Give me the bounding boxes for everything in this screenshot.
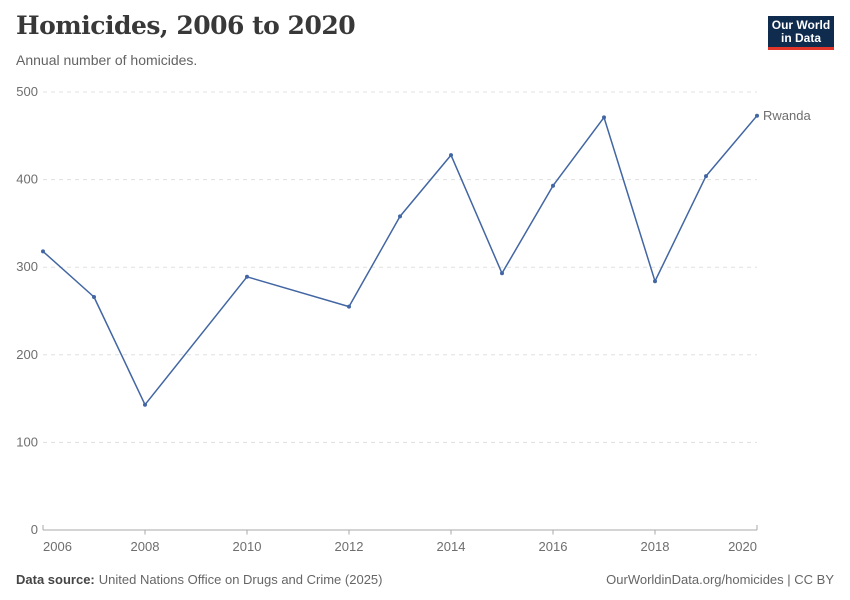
series-label-rwanda[interactable]: Rwanda [763,108,811,123]
logo-line-1: Our World [771,17,831,32]
y-tick-label-200: 200 [16,347,38,362]
data-point-2008[interactable] [143,402,147,407]
data-point-2010[interactable] [245,274,249,279]
x-axis-endcaps [42,525,758,530]
data-source-text: United Nations Office on Drugs and Crime… [98,572,383,587]
data-source: Data source: United Nations Office on Dru… [16,572,382,587]
data-point-2013[interactable] [398,214,402,219]
data-point-2007[interactable] [92,295,96,299]
y-tick-label-0: 0 [31,522,38,537]
data-point-2012[interactable] [347,304,351,309]
logo-line-2: in Data [780,30,821,45]
y-tick-label-300: 300 [16,259,38,274]
y-tick-label-500: 500 [16,84,38,99]
x-tick-label-2010: 2010 [233,539,262,554]
data-source-label: Data source: [16,572,95,587]
owid-logo[interactable]: Our World in Data [768,16,834,50]
chart-footer: Data source: United Nations Office on Dru… [16,572,834,587]
x-tick-label-2012: 2012 [335,539,364,554]
credit-link[interactable]: OurWorldinData.org/homicides | CC BY [606,572,834,587]
data-point-2006[interactable] [41,249,45,254]
series-line-rwanda[interactable] [42,114,758,406]
data-point-2019[interactable] [704,174,708,179]
x-tick-label-2008: 2008 [131,539,160,554]
line-chart: 0 100 200 300 400 500 2006 2008 2010 2012 2014 2016… [16,84,811,554]
data-point-2014[interactable] [449,153,453,158]
data-point-2020[interactable] [755,113,759,118]
data-point-2017[interactable] [602,115,606,120]
y-tick-label-400: 400 [16,172,38,187]
x-tick-label-2018: 2018 [641,539,670,554]
x-tick-label-2006: 2006 [43,539,72,554]
x-tick-label-2014: 2014 [437,539,466,554]
x-tick-label-2020: 2020 [728,539,757,554]
page-title: Homicides, 2006 to 2020 [16,11,356,40]
data-point-2018[interactable] [653,279,657,284]
data-point-2015[interactable] [500,271,504,276]
x-tick-label-2016: 2016 [539,539,568,554]
y-tick-label-100: 100 [16,434,38,449]
data-point-2016[interactable] [551,183,555,188]
page-subtitle: Annual number of homicides. [16,52,198,68]
